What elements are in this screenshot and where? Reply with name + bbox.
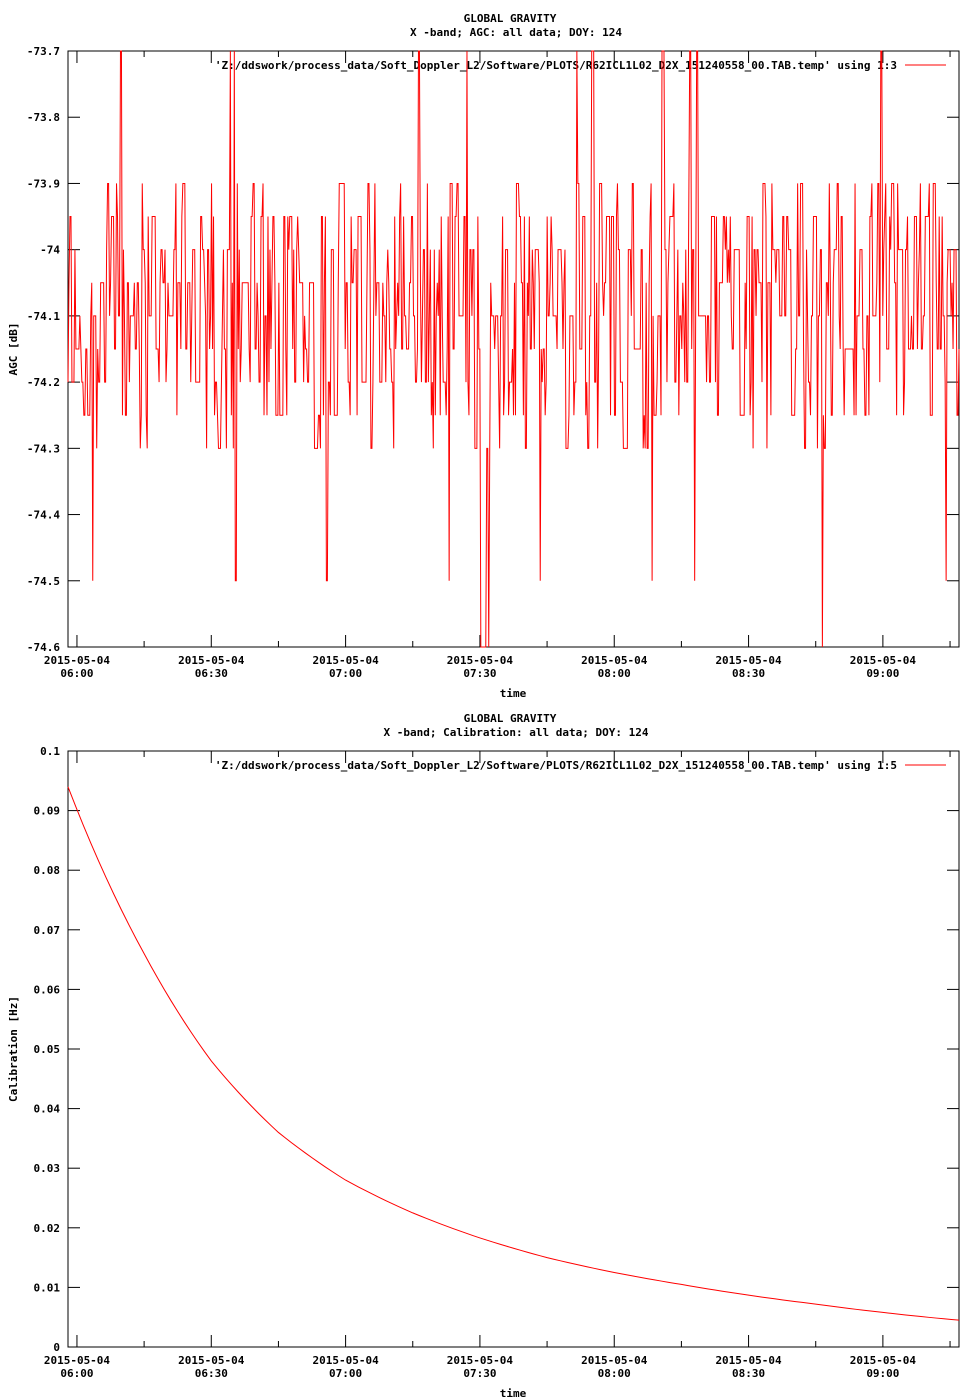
x-tick-date: 2015-05-04 — [447, 654, 514, 667]
plot-frame — [67, 750, 960, 1348]
y-tick-label: -73.8 — [27, 111, 60, 124]
x-tick-date: 2015-05-04 — [44, 1354, 111, 1367]
x-tick-date: 2015-05-04 — [715, 1354, 782, 1367]
y-tick-label: 0.05 — [34, 1043, 61, 1056]
y-tick-label: 0 — [53, 1341, 60, 1354]
y-tick-label: -74.6 — [27, 641, 60, 654]
x-tick-date: 2015-05-04 — [447, 1354, 514, 1367]
x-tick-date: 2015-05-04 — [312, 654, 379, 667]
x-tick-time: 07:00 — [329, 1367, 362, 1380]
x-tick-time: 06:30 — [195, 1367, 228, 1380]
y-tick-label: 0.01 — [34, 1281, 61, 1294]
x-tick-date: 2015-05-04 — [850, 1354, 917, 1367]
y-tick-label: 0.07 — [34, 924, 61, 937]
x-tick-time: 07:30 — [463, 667, 496, 680]
y-axis-label: Calibration [Hz] — [7, 996, 20, 1102]
y-tick-label: 0.03 — [34, 1162, 61, 1175]
x-tick-time: 08:30 — [732, 1367, 765, 1380]
x-tick-time: 09:00 — [866, 1367, 899, 1380]
x-tick-time: 08:00 — [598, 667, 631, 680]
x-axis-label: time — [500, 687, 527, 700]
y-tick-label: 0.02 — [34, 1222, 61, 1235]
x-tick-date: 2015-05-04 — [581, 1354, 648, 1367]
x-tick-time: 07:00 — [329, 667, 362, 680]
chart-title: GLOBAL GRAVITY — [464, 712, 557, 725]
data-series-line — [67, 786, 960, 1321]
x-tick-date: 2015-05-04 — [178, 1354, 245, 1367]
y-axis-label: AGC [dB] — [7, 323, 20, 376]
x-tick-date: 2015-05-04 — [715, 654, 782, 667]
x-tick-time: 09:00 — [866, 667, 899, 680]
y-tick-label: -74.2 — [27, 376, 60, 389]
chart-title: GLOBAL GRAVITY — [464, 12, 557, 25]
y-tick-label: 0.04 — [34, 1103, 61, 1116]
x-tick-time: 06:00 — [60, 667, 93, 680]
x-tick-date: 2015-05-04 — [312, 1354, 379, 1367]
chart-subtitle: X -band; Calibration: all data; DOY: 124 — [384, 726, 649, 739]
x-tick-date: 2015-05-04 — [850, 654, 917, 667]
data-series-line — [67, 50, 960, 648]
y-tick-label: 0.08 — [34, 864, 61, 877]
x-tick-time: 08:30 — [732, 667, 765, 680]
x-tick-time: 06:00 — [60, 1367, 93, 1380]
x-tick-date: 2015-05-04 — [178, 654, 245, 667]
x-tick-time: 07:30 — [463, 1367, 496, 1380]
x-tick-time: 06:30 — [195, 667, 228, 680]
y-tick-label: 0.1 — [40, 745, 60, 758]
y-tick-label: -73.9 — [27, 177, 60, 190]
legend-label: 'Z:/ddswork/process_data/Soft_Doppler_L2… — [215, 759, 897, 772]
y-tick-label: 0.06 — [34, 983, 61, 996]
x-tick-date: 2015-05-04 — [44, 654, 111, 667]
y-tick-label: -74 — [40, 244, 60, 257]
x-axis-label: time — [500, 1387, 527, 1400]
y-tick-label: -74.1 — [27, 310, 60, 323]
x-tick-time: 08:00 — [598, 1367, 631, 1380]
y-tick-label: -74.5 — [27, 575, 60, 588]
y-tick-label: -74.3 — [27, 442, 60, 455]
y-tick-label: -74.4 — [27, 509, 60, 522]
y-tick-label: 0.09 — [34, 805, 61, 818]
chart-subtitle: X -band; AGC: all data; DOY: 124 — [410, 26, 622, 39]
x-tick-date: 2015-05-04 — [581, 654, 648, 667]
legend-label: 'Z:/ddswork/process_data/Soft_Doppler_L2… — [215, 59, 897, 72]
y-tick-label: -73.7 — [27, 45, 60, 58]
